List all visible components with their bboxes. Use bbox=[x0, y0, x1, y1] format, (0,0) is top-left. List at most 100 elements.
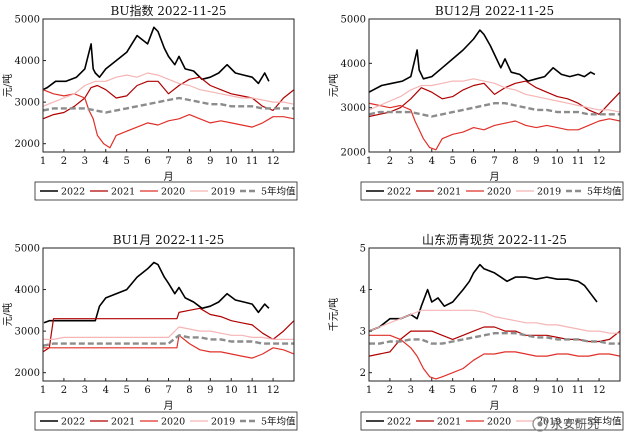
series-line bbox=[43, 334, 294, 347]
x-tick-label: 8 bbox=[186, 156, 192, 167]
x-axis-label: 月 bbox=[490, 400, 500, 412]
series-line bbox=[43, 89, 294, 149]
legend: 2022 2021 2020 2019 5年均值 bbox=[360, 181, 624, 201]
series-line bbox=[43, 96, 294, 114]
y-axis-label: 元/吨 bbox=[1, 303, 14, 326]
x-tick-label: 10 bbox=[225, 156, 238, 167]
legend-label: 2021 bbox=[437, 417, 461, 428]
x-tick-label: 7 bbox=[165, 156, 171, 167]
plot-frame bbox=[368, 247, 621, 382]
x-tick-label: 5 bbox=[123, 156, 129, 167]
series-line bbox=[43, 76, 294, 120]
x-tick-label: 8 bbox=[512, 156, 518, 167]
legend: 2022 2021 2020 2019 5年均值 bbox=[360, 411, 624, 431]
x-tick-label: 5 bbox=[123, 385, 129, 396]
legend-label: 2021 bbox=[437, 187, 461, 198]
legend-label: 2019 bbox=[211, 187, 235, 198]
x-tick-label: 5 bbox=[449, 156, 455, 167]
y-axis-label: 元/吨 bbox=[1, 74, 14, 97]
legend-label: 2019 bbox=[537, 187, 561, 198]
legend-box bbox=[360, 181, 624, 201]
legend-label: 2022 bbox=[387, 187, 411, 198]
x-tick-label: 1 bbox=[366, 156, 372, 167]
x-tick-label: 12 bbox=[267, 385, 280, 396]
x-tick-label: 9 bbox=[207, 385, 213, 396]
x-tick-label: 5 bbox=[449, 385, 455, 396]
y-tick-label: 2000 bbox=[15, 368, 40, 379]
series-line bbox=[369, 309, 620, 334]
legend-box bbox=[34, 181, 298, 201]
y-tick-label: 4 bbox=[360, 285, 366, 296]
y-tick-label: 5 bbox=[360, 244, 366, 255]
watermark: 永安研究 bbox=[532, 416, 599, 432]
x-tick-label: 10 bbox=[225, 385, 238, 396]
legend-box bbox=[360, 411, 624, 431]
series-line bbox=[43, 261, 270, 324]
series-line bbox=[43, 72, 294, 107]
legend-label: 2020 bbox=[161, 187, 185, 198]
x-tick-label: 3 bbox=[82, 156, 88, 167]
series-line bbox=[369, 334, 620, 380]
chart-title: 山东沥青现货 2022-11-25 bbox=[422, 232, 567, 247]
x-tick-label: 1 bbox=[40, 156, 46, 167]
y-tick-label: 3000 bbox=[15, 327, 40, 338]
series-line bbox=[369, 29, 596, 93]
series-line bbox=[369, 102, 620, 151]
series-line bbox=[43, 334, 294, 359]
watermark-text: 永安研究 bbox=[551, 416, 599, 431]
y-tick-label: 2 bbox=[360, 368, 366, 379]
y-axis-label: 元/吨 bbox=[327, 74, 340, 97]
x-tick-label: 12 bbox=[267, 156, 280, 167]
x-tick-label: 6 bbox=[144, 156, 150, 167]
x-tick-label: 3 bbox=[408, 385, 414, 396]
x-tick-label: 7 bbox=[165, 385, 171, 396]
legend-label: 2020 bbox=[487, 187, 511, 198]
series-line bbox=[369, 78, 620, 113]
x-tick-label: 4 bbox=[103, 156, 109, 167]
series-line bbox=[369, 263, 598, 332]
legend-label: 2021 bbox=[111, 187, 135, 198]
y-tick-label: 3000 bbox=[15, 98, 40, 109]
series-line bbox=[369, 80, 620, 118]
chart-title: BU指数 2022-11-25 bbox=[111, 3, 227, 18]
x-axis-label: 月 bbox=[490, 171, 500, 183]
legend: 2022 2021 2020 2019 5年均值 bbox=[34, 181, 298, 201]
y-tick-label: 2000 bbox=[341, 148, 366, 159]
chart-title: BU1月 2022-11-25 bbox=[113, 233, 225, 247]
legend-label: 2020 bbox=[487, 417, 511, 428]
x-tick-label: 2 bbox=[61, 385, 67, 396]
x-tick-label: 4 bbox=[103, 385, 109, 396]
y-tick-label: 2000 bbox=[15, 139, 40, 150]
legend-label: 2019 bbox=[211, 417, 235, 428]
legend-label: 2022 bbox=[61, 417, 85, 428]
y-tick-label: 5000 bbox=[15, 15, 40, 26]
series-line bbox=[43, 307, 294, 353]
series-line bbox=[43, 326, 294, 340]
x-tick-label: 6 bbox=[470, 156, 476, 167]
x-tick-label: 1 bbox=[40, 385, 46, 396]
y-tick-label: 5000 bbox=[341, 15, 366, 26]
y-tick-label: 5000 bbox=[15, 244, 40, 255]
x-tick-label: 8 bbox=[186, 385, 192, 396]
y-tick-label: 4000 bbox=[15, 285, 40, 296]
x-tick-label: 12 bbox=[593, 156, 606, 167]
x-tick-label: 12 bbox=[593, 385, 606, 396]
legend-label: 5年均值 bbox=[587, 186, 622, 198]
x-tick-label: 7 bbox=[491, 385, 497, 396]
x-tick-label: 2 bbox=[387, 156, 393, 167]
plot-frame bbox=[42, 247, 295, 382]
series-line bbox=[369, 101, 620, 118]
legend-label: 2019 bbox=[537, 417, 561, 428]
x-tick-label: 2 bbox=[387, 385, 393, 396]
legend: 2022 2021 2020 2019 5年均值 bbox=[34, 411, 298, 431]
legend-label: 5年均值 bbox=[261, 186, 296, 198]
x-axis-label: 月 bbox=[164, 171, 174, 183]
x-tick-label: 11 bbox=[246, 385, 259, 396]
x-tick-label: 4 bbox=[429, 385, 435, 396]
plot-frame bbox=[42, 18, 295, 153]
x-tick-label: 11 bbox=[572, 385, 585, 396]
y-tick-label: 3 bbox=[360, 327, 366, 338]
x-tick-label: 6 bbox=[470, 385, 476, 396]
